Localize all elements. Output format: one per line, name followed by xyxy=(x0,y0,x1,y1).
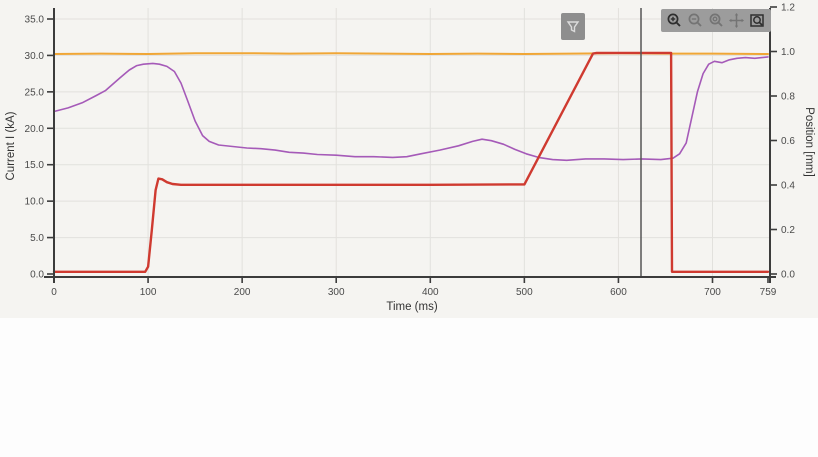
x-tick-label: 500 xyxy=(516,287,533,298)
y-tick-label-right: 0.0 xyxy=(781,270,795,281)
x-tick-label: 400 xyxy=(422,287,439,298)
y-tick-label-left: 5.0 xyxy=(30,233,44,244)
series-act-current xyxy=(52,51,770,273)
x-tick-label: 700 xyxy=(704,287,721,298)
y-tick-label-right: 0.4 xyxy=(781,181,795,192)
plot-area xyxy=(54,8,770,277)
zoom-out-icon[interactable] xyxy=(686,11,705,30)
x-tick-label: 0 xyxy=(51,287,57,298)
x-tick-label: 200 xyxy=(234,287,251,298)
x-axis-title: Time (ms) xyxy=(386,301,437,313)
x-tick-label: 100 xyxy=(140,287,157,298)
x-tick-label: 759 xyxy=(760,287,777,298)
pan-icon[interactable] xyxy=(727,11,746,30)
y-tick-label-left: 30.0 xyxy=(25,51,45,62)
funnel-icon xyxy=(566,20,580,33)
zoom-in-icon[interactable] xyxy=(665,11,684,30)
y-tick-label-right: 0.8 xyxy=(781,92,795,103)
actual-values-panel: Actual values Time: 303ms Act. Current: … xyxy=(0,318,818,457)
y-axis-title-right: Position [mm] xyxy=(803,107,815,177)
chart-canvas: 0.0 5.0 10.0 15.0 20.0 25.0 30.0 35.0 0.0 0.2 0.4 0… xyxy=(5,3,815,314)
y-tick-label-right: 0.6 xyxy=(781,136,795,147)
y-tick-label-left: 0.0 xyxy=(30,270,44,281)
y-tick-label-left: 25.0 xyxy=(25,87,45,98)
y-axis-title-left: Current I (kA) xyxy=(5,111,17,180)
y-tick-label-right: 1.0 xyxy=(781,47,795,58)
y-tick-label-left: 20.0 xyxy=(25,124,45,135)
zoom-reset-icon[interactable] xyxy=(707,11,726,30)
x-tick-label: 300 xyxy=(328,287,345,298)
y-tick-label-left: 35.0 xyxy=(25,15,45,26)
y-tick-label-left: 15.0 xyxy=(25,160,45,171)
y-tick-label-right: 1.2 xyxy=(781,3,795,14)
chart-region: 0.0 5.0 10.0 15.0 20.0 25.0 30.0 35.0 0.0 0.2 0.4 0… xyxy=(0,0,818,318)
box-zoom-icon[interactable] xyxy=(748,11,767,30)
zoom-toolbar xyxy=(661,9,771,32)
y-tick-label-left: 10.0 xyxy=(25,197,45,208)
series-torque-m xyxy=(53,56,769,162)
y-tick-label-right: 0.2 xyxy=(781,225,795,236)
filter-button[interactable] xyxy=(561,13,585,40)
x-tick-label: 600 xyxy=(610,287,627,298)
